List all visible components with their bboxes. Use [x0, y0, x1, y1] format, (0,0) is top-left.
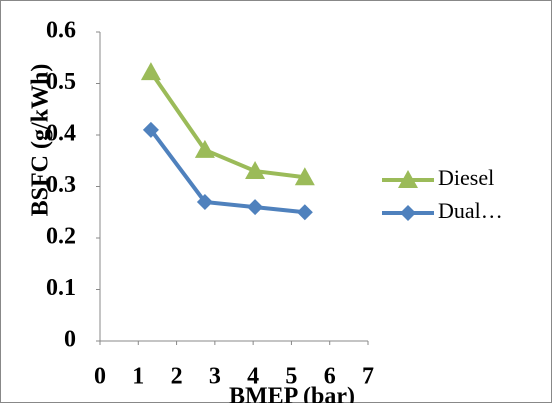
marker: [398, 170, 418, 188]
y-axis-title: BSFC (g/kWh): [28, 64, 54, 217]
marker: [194, 139, 215, 158]
marker: [245, 161, 266, 180]
marker: [400, 205, 416, 221]
y-tick-label: 0.3: [46, 172, 76, 198]
marker: [140, 62, 161, 81]
y-tick-label: 0.5: [46, 69, 76, 95]
y-tick-label: 0.4: [46, 121, 76, 147]
x-tick-label: 3: [209, 364, 221, 390]
marker: [296, 204, 313, 221]
series-line: [149, 128, 306, 215]
x-tick-label: 5: [285, 364, 297, 390]
x-tick-label: 4: [247, 364, 259, 390]
marker: [247, 199, 264, 216]
y-tick-label: 0.6: [46, 18, 76, 44]
legend-label: Dual…: [438, 198, 503, 223]
series-line: [149, 71, 306, 180]
x-axis-title: BMEP (bar): [229, 384, 355, 403]
x-tick-label: 1: [132, 364, 144, 390]
legend-label: Diesel: [438, 165, 494, 190]
x-tick-label: 7: [362, 364, 374, 390]
x-tick-label: 0: [94, 364, 106, 390]
marker: [142, 121, 159, 138]
x-tick-label: 6: [324, 364, 336, 390]
marker: [196, 193, 213, 210]
y-tick-label: 0.1: [46, 275, 76, 301]
x-tick-label: 2: [171, 364, 183, 390]
marker: [294, 167, 315, 186]
y-tick-label: 0: [64, 327, 76, 353]
y-tick-label: 0.2: [46, 224, 76, 250]
